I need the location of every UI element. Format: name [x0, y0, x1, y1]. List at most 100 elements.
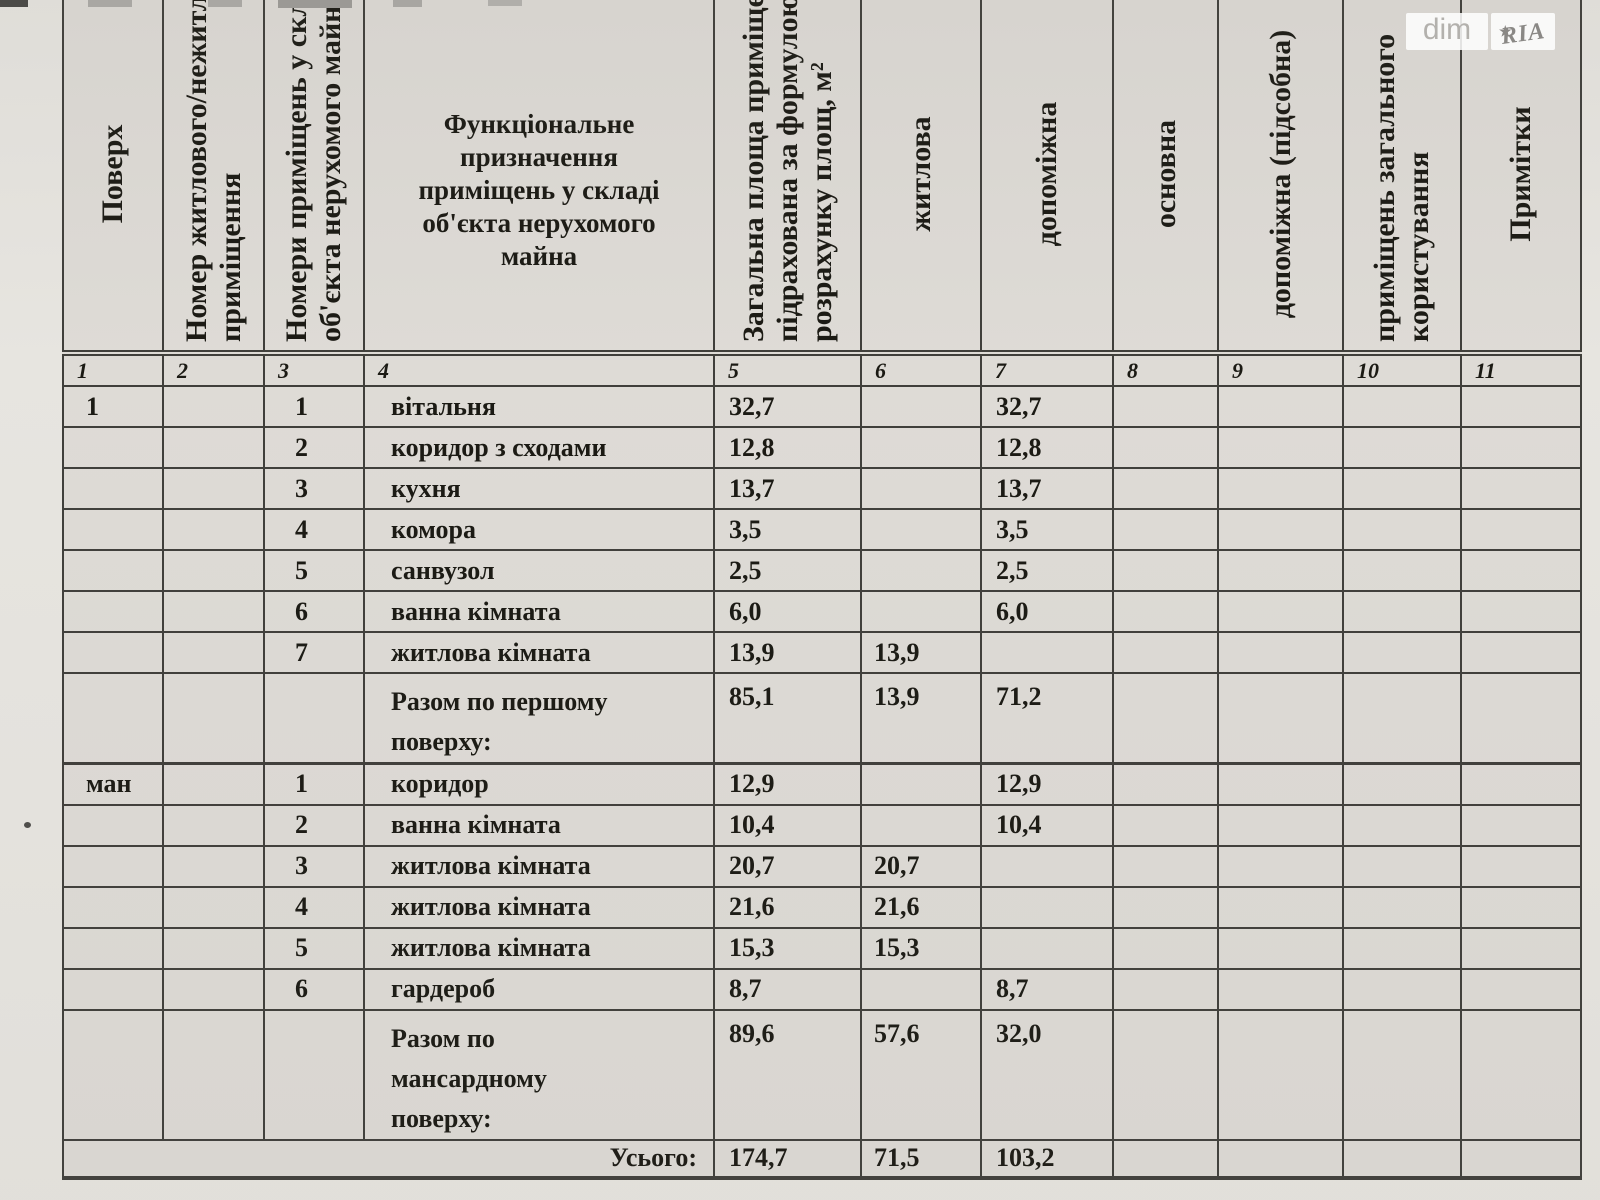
cell-room-number: 4 — [263, 885, 365, 929]
cell-aux-area: 3,5 — [980, 508, 1114, 551]
cell-floor: 1 — [62, 385, 164, 428]
cell-room-number: 2 — [263, 803, 365, 847]
table-row: 3 житлова кімната 20,7 20,7 — [62, 844, 1582, 888]
cell-unit — [162, 803, 265, 847]
cell-aux-area: 10,4 — [980, 803, 1114, 847]
col-num: 7 — [980, 352, 1114, 387]
watermark-ria-logo: ★ RIA — [1491, 13, 1555, 50]
star-icon: ★ — [1499, 25, 1512, 40]
table-row: 1 1 вітальня 32,7 32,7 — [62, 385, 1582, 428]
col-num: 4 — [363, 352, 715, 387]
table-row: 6 гардероб 8,7 8,7 — [62, 967, 1582, 1011]
table-row: 4 житлова кімната 21,6 21,6 — [62, 885, 1582, 929]
cell-aux-area: 12,8 — [980, 426, 1114, 469]
subtotal-first-floor-row: Разом по першому поверху: 85,1 13,9 71,2 — [62, 672, 1582, 765]
subtotal-total-area: 85,1 — [713, 672, 862, 765]
cell-purpose: коридор — [363, 762, 715, 806]
cell-living-area: 13,9 — [860, 631, 982, 674]
table-row: 3 кухня 13,7 13,7 — [62, 467, 1582, 510]
cell-floor — [62, 885, 164, 929]
subtotal-aux-area: 71,2 — [980, 672, 1114, 765]
cell-room-number: 7 — [263, 631, 365, 674]
cell-unit — [162, 844, 265, 888]
header-total-area: Загальна площа приміщень, підрахована за… — [713, 0, 862, 356]
cell-living-area — [860, 967, 982, 1011]
cell-floor: ман — [62, 762, 164, 806]
cell-living-area: 21,6 — [860, 885, 982, 929]
cell-total-area: 2,5 — [713, 549, 862, 592]
cell-floor — [62, 631, 164, 674]
cell-total-area: 3,5 — [713, 508, 862, 551]
cell-floor — [62, 549, 164, 592]
col-num: 6 — [860, 352, 982, 387]
grand-total-row: Усього: 174,7 71,5 103,2 — [62, 1138, 1582, 1180]
header-common-use: приміщень загального користування — [1342, 0, 1462, 356]
cell-purpose: санвузол — [363, 549, 715, 592]
cell-purpose: коридор з сходами — [363, 426, 715, 469]
grand-total-aux: 103,2 — [980, 1138, 1114, 1180]
scan-artifact-dot — [24, 822, 31, 828]
cell-floor — [62, 590, 164, 633]
subtotal-total-area: 89,6 — [713, 1008, 862, 1141]
cell-floor — [62, 508, 164, 551]
col-num: 2 — [162, 352, 265, 387]
cell-aux-area: 12,9 — [980, 762, 1114, 806]
cell-unit — [162, 590, 265, 633]
cell-living-area: 15,3 — [860, 926, 982, 970]
subtotal-aux-area: 32,0 — [980, 1008, 1114, 1141]
watermark-dim-logo: dim — [1406, 13, 1488, 50]
scan-artifact — [88, 0, 132, 7]
cell-total-area: 32,7 — [713, 385, 862, 428]
cell-total-area: 21,6 — [713, 885, 862, 929]
cell-room-number: 6 — [263, 590, 365, 633]
table-row: ман 1 коридор 12,9 12,9 — [62, 762, 1582, 806]
table-row: 6 ванна кімната 6,0 6,0 — [62, 590, 1582, 633]
col-num: 11 — [1460, 352, 1582, 387]
col-num: 8 — [1112, 352, 1219, 387]
cell-total-area: 13,9 — [713, 631, 862, 674]
cell-living-area — [860, 426, 982, 469]
header-auxiliary-utility: допоміжна (підсобна) — [1217, 0, 1344, 356]
cell-purpose: гардероб — [363, 967, 715, 1011]
table-row: 7 житлова кімната 13,9 13,9 — [62, 631, 1582, 674]
col-num: 10 — [1342, 352, 1462, 387]
cell-purpose: кухня — [363, 467, 715, 510]
grand-total-living: 71,5 — [860, 1138, 982, 1180]
cell-purpose: вітальня — [363, 385, 715, 428]
watermark: dim ★ RIA — [1406, 13, 1555, 50]
cell-aux-area — [980, 926, 1114, 970]
cell-total-area: 13,7 — [713, 467, 862, 510]
cell-living-area — [860, 508, 982, 551]
header-unit-number: Номер житлового/нежитлового приміщення — [162, 0, 265, 356]
cell-floor — [62, 844, 164, 888]
cell-floor — [62, 926, 164, 970]
cell-purpose: житлова кімната — [363, 885, 715, 929]
cell-purpose: комора — [363, 508, 715, 551]
subtotal-label: Разом по першому поверху: — [363, 672, 715, 765]
cell-unit — [162, 631, 265, 674]
table-row: 2 коридор з сходами 12,8 12,8 — [62, 426, 1582, 469]
cell-unit — [162, 508, 265, 551]
cell-aux-area — [980, 885, 1114, 929]
col-num: 1 — [62, 352, 164, 387]
cell-room-number: 3 — [263, 467, 365, 510]
header-living-area: житлова — [860, 0, 982, 356]
cell-unit — [162, 762, 265, 806]
cell-living-area — [860, 803, 982, 847]
grand-total-label: Усього: — [62, 1138, 715, 1180]
cell-aux-area: 6,0 — [980, 590, 1114, 633]
scan-artifact — [488, 0, 522, 6]
cell-total-area: 12,8 — [713, 426, 862, 469]
header-notes: Примітки — [1460, 0, 1582, 356]
cell-total-area: 10,4 — [713, 803, 862, 847]
scan-artifact — [393, 0, 422, 7]
cell-room-number: 2 — [263, 426, 365, 469]
cell-unit — [162, 426, 265, 469]
cell-purpose: ванна кімната — [363, 803, 715, 847]
col-num: 9 — [1217, 352, 1344, 387]
cell-total-area: 8,7 — [713, 967, 862, 1011]
cell-floor — [62, 467, 164, 510]
cell-aux-area: 2,5 — [980, 549, 1114, 592]
cell-total-area: 12,9 — [713, 762, 862, 806]
